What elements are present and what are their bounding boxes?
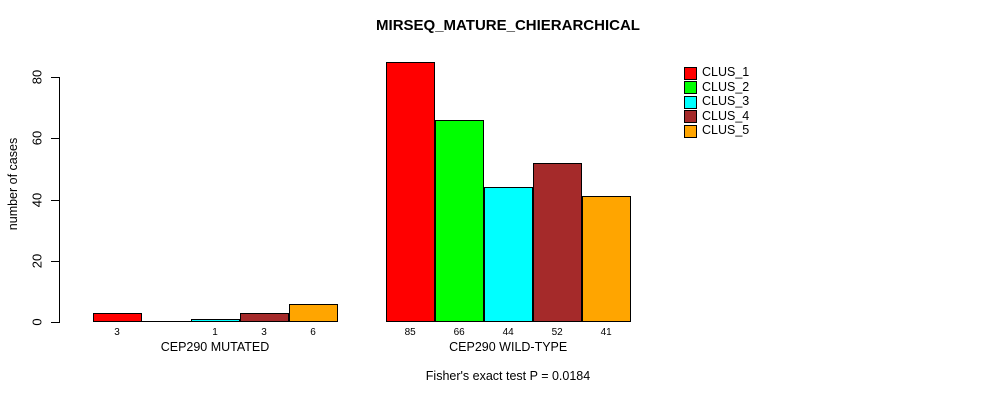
y-tick-mark	[51, 261, 59, 262]
y-tick-label: 80	[29, 69, 45, 85]
y-tick-mark	[51, 77, 59, 78]
bar-value-label: 52	[551, 327, 563, 338]
legend-label-clus_5: CLUS_5	[702, 123, 750, 138]
bar-value-label: 41	[600, 327, 612, 338]
x-axis-group-label: CEP290 MUTATED	[160, 340, 270, 354]
y-tick-label: 0	[29, 318, 45, 326]
bar-value-label: 85	[404, 327, 416, 338]
chart-title: MIRSEQ_MATURE_CHIERARCHICAL	[376, 17, 640, 34]
y-tick-label: 40	[29, 192, 45, 208]
bar-clus_3-group2	[483, 187, 533, 322]
bar-clus_2-group2	[434, 120, 484, 322]
bar-value-label: 3	[114, 327, 120, 338]
bar-value-label: 44	[502, 327, 514, 338]
bar-clus_1-group1	[92, 313, 142, 322]
bar-clus_5-group2	[581, 196, 631, 322]
legend-label-clus_2: CLUS_2	[702, 79, 750, 94]
legend-label-clus_3: CLUS_3	[702, 94, 750, 109]
bar-clus_3-group1	[190, 319, 240, 322]
y-tick-mark	[51, 200, 59, 201]
bar-clus_2-group1-zero	[141, 321, 191, 322]
legend-swatch-clus_5	[684, 124, 697, 138]
bar-value-label: 3	[261, 327, 267, 338]
bar-clus_4-group2	[532, 163, 582, 322]
bar-clus_5-group1	[288, 304, 338, 322]
bar-clus_1-group2	[385, 62, 435, 322]
legend-label-clus_1: CLUS_1	[702, 65, 750, 79]
bar-value-label: 1	[212, 327, 218, 338]
y-tick-label: 60	[29, 130, 45, 146]
y-tick-mark	[51, 322, 59, 323]
legend-swatch-clus_3	[684, 95, 697, 109]
x-axis-group-label: CEP290 WILD-TYPE	[449, 340, 568, 354]
y-axis-line	[59, 77, 60, 323]
legend-swatch-clus_2	[684, 81, 697, 95]
y-tick-mark	[51, 138, 59, 139]
y-axis-title: number of cases	[6, 137, 20, 231]
legend-label-clus_4: CLUS_4	[702, 108, 750, 123]
y-tick-label: 20	[29, 253, 45, 269]
bar-value-label: 6	[310, 327, 316, 338]
bar-value-label: 66	[453, 327, 465, 338]
legend-swatch-clus_4	[684, 110, 697, 124]
bar-clus_4-group1	[239, 313, 289, 322]
annotation-text: Fisher's exact test P = 0.0184	[425, 369, 591, 383]
legend-swatch-clus_1	[684, 66, 697, 80]
